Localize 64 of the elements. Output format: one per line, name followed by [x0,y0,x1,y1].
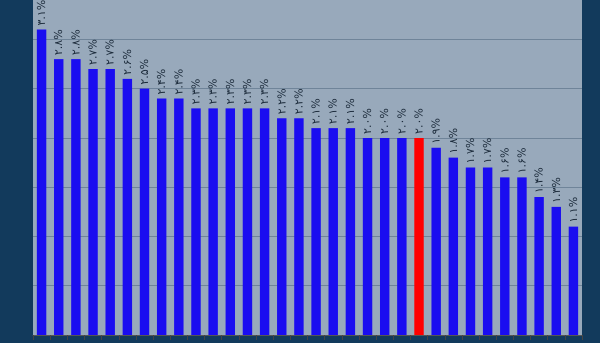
data-label: ۲.۶% [120,49,134,75]
data-label: ۱.۴% [532,167,546,194]
data-label: ۱.۷% [481,138,494,164]
bar [500,177,510,335]
bar [71,59,81,335]
bar [311,128,321,335]
bar [105,68,115,335]
data-label: ۲.۲% [275,88,288,114]
bar [242,108,252,335]
bar [140,88,150,335]
data-label: ۲.۳% [224,78,237,104]
data-label: ۲.۷% [86,39,100,65]
data-label: ۲.۳% [258,78,272,104]
data-label: ۲.۲% [292,88,306,114]
bar [191,108,201,335]
bar [431,148,441,335]
bar [380,138,390,335]
data-label: ۱.۶% [515,148,528,174]
data-label: ۱.۶% [498,148,512,174]
bar [156,98,166,335]
bar [260,108,270,335]
bar [174,98,184,335]
bar [208,108,218,335]
bar [277,118,286,335]
data-label: ۱.۳% [550,177,563,203]
bar [414,138,424,335]
data-label: ۲.۰% [395,108,408,134]
data-label: ۲.۱% [344,98,357,124]
data-label: ۲.۱% [310,98,323,124]
data-label: ۲.۰% [361,108,374,134]
bar [54,59,64,335]
bar [346,128,356,335]
data-label: ۱.۸% [446,128,460,154]
bar [466,168,476,335]
data-label: ۲.۴% [155,68,168,95]
data-label: ۲.۱% [326,98,340,124]
bar [568,226,578,335]
data-label: ۲.۸% [52,29,66,56]
data-label: ۱.۱% [566,196,580,223]
bar [448,158,458,335]
data-label: ۳.۱% [35,0,48,26]
bar [534,197,544,335]
data-label: ۲.۳% [240,78,254,104]
bar [88,68,98,335]
data-label: ۲.۳% [189,78,202,104]
data-label: ۲.۵% [138,58,152,85]
data-label: ۲.۳% [206,78,220,104]
data-label: ۲.۴% [172,68,186,95]
bar [122,78,132,335]
bar [328,128,338,335]
data-label: ۲.۷% [104,39,117,65]
data-label: ۲.۰% [378,108,392,134]
data-label: ۲.۸% [69,29,82,56]
bar [36,30,46,335]
bar [552,206,561,335]
bar [482,168,492,335]
bar [294,118,304,335]
data-label: ۱.۹% [430,118,443,144]
bar [226,108,236,335]
bar [362,138,372,335]
data-label: ۱.۷% [464,138,477,164]
data-label: ۲.۰% [412,108,426,134]
bar [517,177,527,335]
bar [397,138,407,335]
